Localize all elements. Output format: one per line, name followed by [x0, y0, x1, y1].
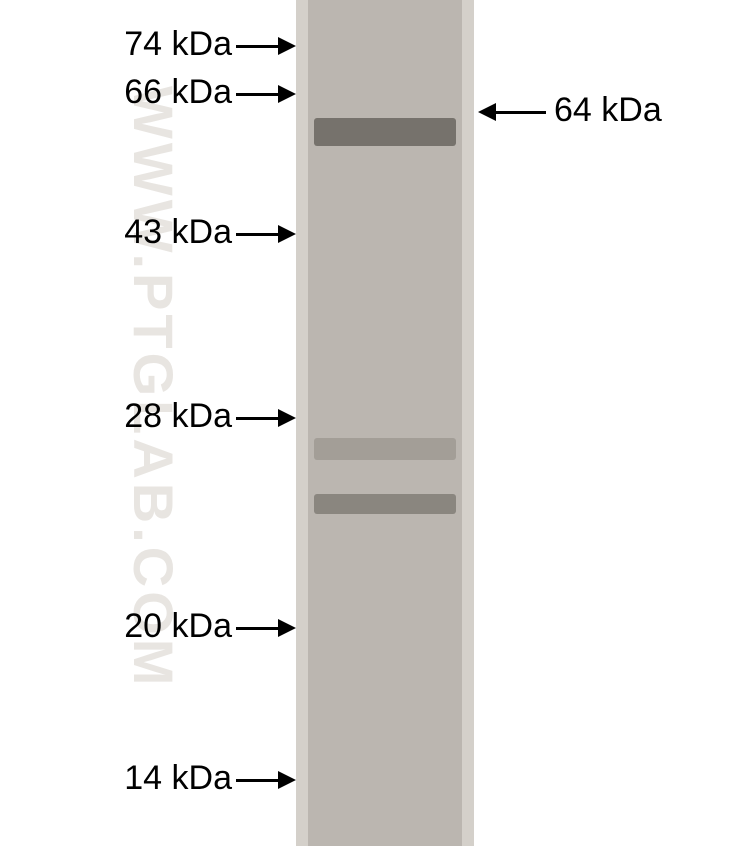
marker-arrow [236, 619, 296, 637]
marker-arrow [236, 771, 296, 789]
marker-arrow [236, 409, 296, 427]
marker-arrow [236, 37, 296, 55]
result-label: 64 kDa [554, 91, 662, 130]
watermark: WWW.PTGLAB.COM [121, 86, 186, 689]
gel-band [314, 438, 456, 460]
marker-label: 43 kDa [124, 213, 232, 252]
gel-band [314, 494, 456, 514]
marker-label: 14 kDa [124, 759, 232, 798]
marker-label: 74 kDa [124, 25, 232, 64]
marker-arrow [236, 225, 296, 243]
gel-band [314, 118, 456, 146]
marker-arrow [236, 85, 296, 103]
marker-label: 66 kDa [124, 73, 232, 112]
marker-label: 20 kDa [124, 607, 232, 646]
marker-label: 28 kDa [124, 397, 232, 436]
